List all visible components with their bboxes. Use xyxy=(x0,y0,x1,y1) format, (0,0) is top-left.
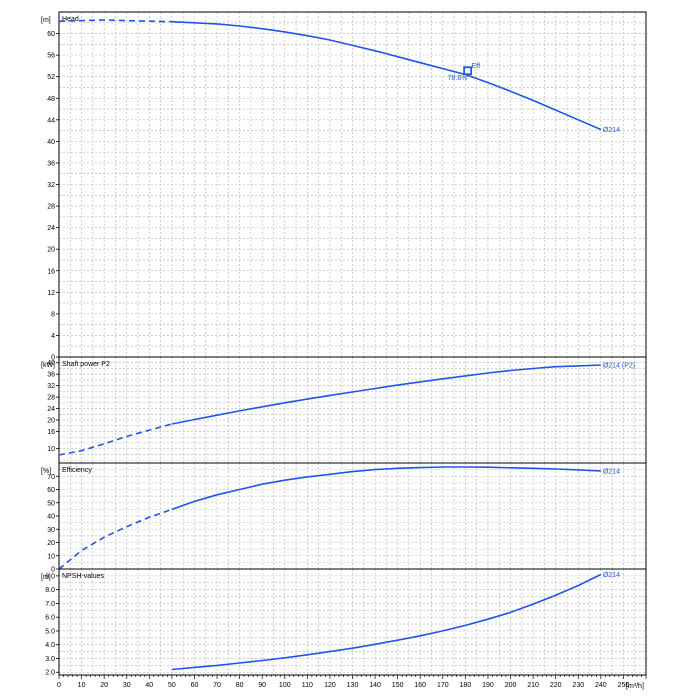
x-tick-label: 80 xyxy=(236,682,244,689)
x-tick-label: 50 xyxy=(168,682,176,689)
x-axis-unit-label: [m³/h] xyxy=(626,683,644,690)
x-tick-label: 230 xyxy=(572,682,584,689)
x-tick-label: 220 xyxy=(550,682,562,689)
x-tick-label: 250 xyxy=(618,682,630,689)
y-tick-label: 60 xyxy=(47,487,55,494)
y-tick-label: 3.0 xyxy=(45,656,55,663)
x-tick-label: 210 xyxy=(527,682,539,689)
y-tick-label: 7.0 xyxy=(45,601,55,608)
y-tick-label: 4.0 xyxy=(45,642,55,649)
y-axis-unit-label: [kW] xyxy=(41,362,55,369)
x-tick-label: 200 xyxy=(505,682,517,689)
y-tick-label: 4 xyxy=(51,333,55,340)
x-tick-label: 170 xyxy=(437,682,449,689)
y-tick-label: 36 xyxy=(47,160,55,167)
efficiency-value-label: 78.6% xyxy=(448,75,468,82)
y-tick-label: 56 xyxy=(47,53,55,60)
y-tick-label: 9.0 xyxy=(45,573,55,580)
chart-panel-4: 2.0 3.0 4.0 5.0 6.0 7.0 8.0 9.0[m] NPSH-values Ø2… xyxy=(41,568,647,689)
y-tick-label: 28 xyxy=(47,204,55,211)
y-tick-label: 12 xyxy=(47,290,55,297)
y-tick-label: 60 xyxy=(47,31,55,38)
series-label: Ø214 xyxy=(603,127,620,134)
y-tick-label: 2.0 xyxy=(45,670,55,677)
y-tick-label: 16 xyxy=(47,268,55,275)
x-tick-label: 110 xyxy=(302,682,313,689)
y-tick-label: 30 xyxy=(47,527,55,534)
x-tick-label: 70 xyxy=(213,682,221,689)
y-tick-label: 20 xyxy=(47,418,55,425)
x-tick-label: 90 xyxy=(258,682,266,689)
panel-title: Efficiency xyxy=(62,467,92,474)
x-tick-label: 40 xyxy=(145,682,153,689)
x-tick-label: 150 xyxy=(392,682,404,689)
efficiency-marker-label: Eff xyxy=(472,63,480,70)
x-tick-label: 0 xyxy=(57,682,61,689)
series-line xyxy=(171,20,602,131)
y-tick-label: 36 xyxy=(47,372,55,379)
y-axis-unit-label: [m] xyxy=(41,17,51,24)
series-label: Ø214 xyxy=(603,468,620,475)
x-tick-label: 20 xyxy=(100,682,108,689)
y-tick-label: 70 xyxy=(47,474,55,481)
y-tick-label: 5.0 xyxy=(45,628,55,635)
y-axis-unit-label: [%] xyxy=(41,468,51,475)
y-tick-label: 44 xyxy=(47,117,55,124)
y-tick-label: 32 xyxy=(47,182,55,189)
y-tick-label: 10 xyxy=(47,446,55,453)
x-tick-label: 10 xyxy=(78,682,86,689)
y-tick-label: 8 xyxy=(51,311,55,318)
y-tick-label: 10 xyxy=(47,553,55,560)
x-tick-label: 140 xyxy=(369,682,381,689)
y-tick-label: 50 xyxy=(47,500,55,507)
y-tick-label: 48 xyxy=(47,96,55,103)
y-tick-label: 6.0 xyxy=(45,615,55,622)
y-tick-label: 16 xyxy=(47,429,55,436)
efficiency-marker xyxy=(463,66,473,76)
x-tick-label: 190 xyxy=(482,682,494,689)
series-label: Ø214 xyxy=(603,572,620,579)
panel-title: Head xyxy=(62,16,79,23)
x-tick-label: 60 xyxy=(191,682,199,689)
y-tick-label: 40 xyxy=(47,360,55,367)
y-tick-label: 24 xyxy=(47,406,55,413)
y-tick-label: 0 xyxy=(51,567,55,574)
series-line xyxy=(171,466,601,511)
series-line-dashed xyxy=(58,19,172,23)
x-tick-label: 100 xyxy=(279,682,291,689)
chart-panel-3: 0 10 20 30 40 50 60 70[%] Efficiency Ø214 xyxy=(41,462,647,574)
series-label: Ø214 (P2) xyxy=(603,363,635,370)
series-line xyxy=(171,364,601,425)
x-tick-label: 130 xyxy=(347,682,359,689)
panel-title: Shaft power P2 xyxy=(62,361,110,368)
panel-title: NPSH-values xyxy=(62,573,105,580)
series-line-dashed xyxy=(58,508,173,570)
x-tick-label: 120 xyxy=(324,682,336,689)
y-tick-label: 52 xyxy=(47,74,55,81)
y-tick-label: 40 xyxy=(47,514,55,521)
y-tick-label: 24 xyxy=(47,225,55,232)
y-tick-label: 0 xyxy=(51,355,55,362)
y-tick-label: 20 xyxy=(47,540,55,547)
y-tick-label: 8.0 xyxy=(45,587,55,594)
x-tick-label: 160 xyxy=(414,682,426,689)
y-tick-label: 28 xyxy=(47,395,55,402)
y-tick-label: 32 xyxy=(47,383,55,390)
x-tick-label: 240 xyxy=(595,682,607,689)
series-line xyxy=(171,573,602,671)
x-tick-label: 180 xyxy=(460,682,472,689)
y-axis-unit-label: [m] xyxy=(41,574,51,581)
y-tick-label: 20 xyxy=(47,247,55,254)
chart-panel-2: 10 16 20 24 28 32 36 40[kW] Shaft power P2 Ø214 (… xyxy=(41,356,647,464)
x-tick-label: 30 xyxy=(123,682,131,689)
y-tick-label: 40 xyxy=(47,139,55,146)
